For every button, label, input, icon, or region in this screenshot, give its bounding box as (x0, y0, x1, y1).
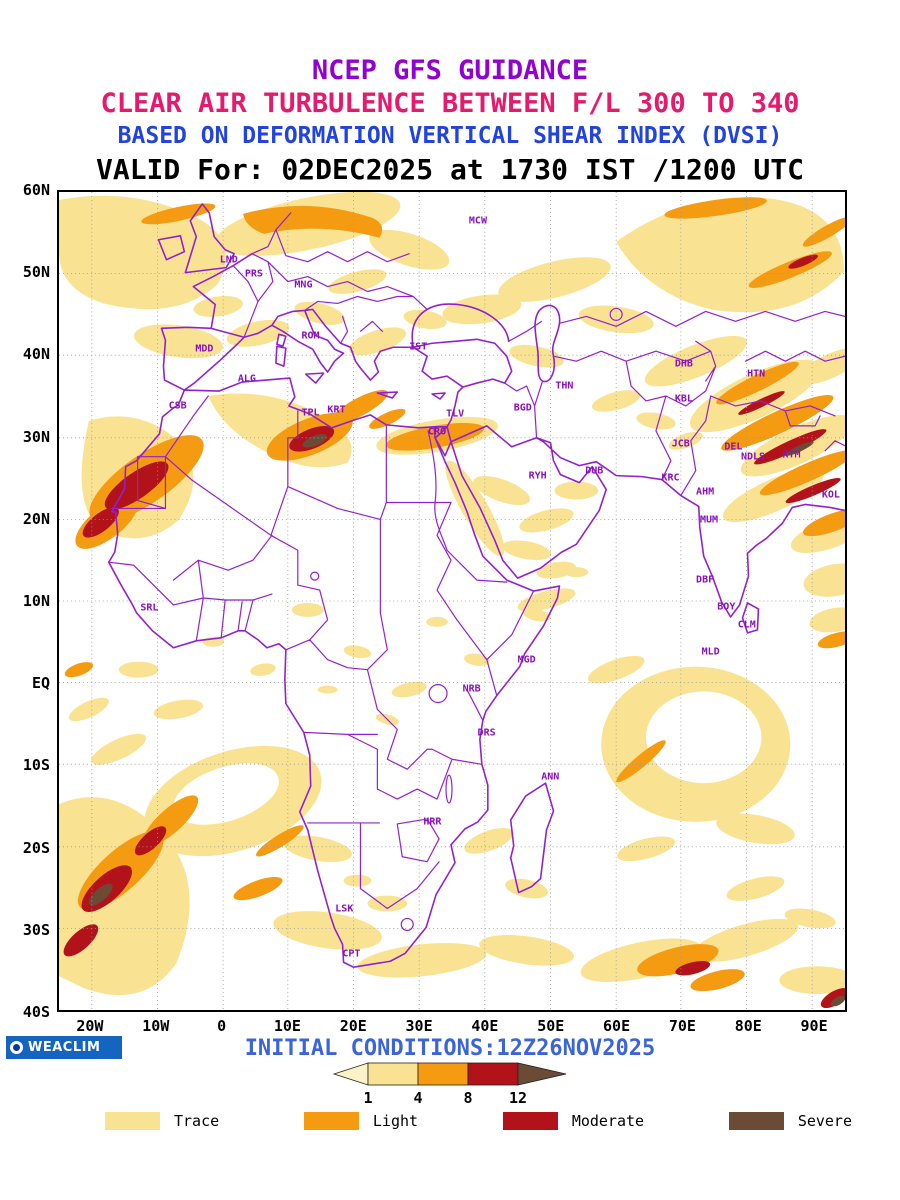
station-label-del: DEL (724, 441, 743, 453)
station-label-mng: MNG (294, 279, 313, 291)
legend: Trace Light Moderate Severe (0, 1112, 900, 1130)
station-label-ann: ANN (541, 771, 560, 783)
station-label-lsk: LSK (335, 903, 354, 915)
station-label-tlv: TLV (446, 408, 465, 420)
station-label-drs: DRS (477, 727, 496, 739)
x-tick-label: 60E (603, 1017, 631, 1035)
station-label-ist: IST (409, 341, 428, 353)
map-clip: MCW LND PRS MNG ROM IST MDD ALG CSB TPL KRT TLV CRO B… (57, 190, 847, 1012)
station-label-kol: KOL (821, 489, 840, 501)
station-label-krt: KRT (327, 404, 346, 416)
station-label-lnd: LND (219, 254, 238, 266)
station-label-mgd: MGD (517, 654, 536, 666)
station-label-ryh: RYH (528, 470, 547, 482)
station-label-dhb: DHB (674, 358, 693, 370)
legend-item-light: Light (303, 1112, 419, 1130)
y-tick-label: 10N (22, 592, 50, 610)
station-label-mum: MUM (699, 514, 719, 526)
station-label-cpt: CPT (342, 948, 361, 960)
colorbar-tick-label: 8 (463, 1089, 473, 1107)
station-label-alg: ALG (237, 373, 256, 385)
y-tick-label: EQ (31, 674, 50, 693)
title-method: BASED ON DEFORMATION VERTICAL SHEAR INDE… (117, 123, 783, 149)
x-tick-label: 40E (471, 1017, 499, 1035)
station-label-rom: ROM (301, 330, 320, 342)
station-label-ktm: KTM (782, 449, 801, 461)
title-valid-time: VALID For: 02DEC2025 at 1730 IST /1200 U… (95, 153, 804, 186)
station-label-prs: PRS (244, 268, 263, 280)
station-label-dub: DUB (585, 465, 604, 477)
station-label-ahm: AHM (696, 486, 715, 498)
legend-label: Trace (174, 1112, 220, 1130)
station-label-mdd: MDD (195, 343, 214, 355)
legend-label: Moderate (571, 1112, 645, 1130)
title-model: NCEP GFS GUIDANCE (311, 55, 589, 86)
station-label-krc: KRC (661, 472, 680, 484)
x-tick-label: 10W (142, 1017, 170, 1035)
x-tick-label: 20W (76, 1017, 104, 1035)
weaclim-logo: WEACLIM (6, 1036, 122, 1059)
station-label-tpl: TPL (301, 407, 320, 419)
station-label-csb: CSB (168, 400, 187, 412)
legend-item-trace: Trace (105, 1112, 219, 1130)
station-label-cro: CRO (428, 426, 447, 438)
legend-swatch (502, 1112, 558, 1130)
station-label-dbf: DBF (696, 574, 715, 586)
x-tick-label: 0 (217, 1017, 227, 1035)
y-tick-label: 20N (22, 509, 50, 528)
colorbar-ticks: 1 4 8 12 (330, 1089, 570, 1107)
station-label-mcw: MCW (468, 215, 487, 227)
station-label-jcb: JCB (671, 438, 690, 450)
x-tick-label: 90E (800, 1017, 828, 1035)
initial-conditions-text: INITIAL CONDITIONS:12Z26NOV2025 (244, 1036, 656, 1061)
colorbar: 1 4 8 12 (330, 1062, 570, 1107)
station-label-thn: THN (555, 380, 574, 392)
title-product: CLEAR AIR TURBULENCE BETWEEN F/L 300 TO … (100, 88, 800, 119)
legend-label: Severe (797, 1112, 852, 1130)
weaclim-logo-icon (10, 1041, 23, 1054)
colorbar-arrow (332, 1062, 567, 1086)
legend-item-severe: Severe (728, 1112, 852, 1130)
y-tick-label: 50N (22, 263, 50, 282)
y-tick-label: 10S (22, 756, 50, 775)
y-tick-label: 20S (22, 838, 50, 857)
x-tick-label: 70E (668, 1017, 696, 1035)
y-tick-label: 40N (22, 345, 50, 364)
y-tick-label: 60N (22, 181, 50, 199)
legend-label: Light (372, 1112, 419, 1130)
station-label-boy: BOY (717, 601, 736, 613)
station-label-nrb: NRB (462, 683, 481, 695)
x-tick-label: 10E (273, 1017, 301, 1035)
x-tick-label: 80E (734, 1017, 762, 1035)
x-tick-label: 20E (339, 1017, 367, 1035)
station-label-hrr: HRR (423, 816, 442, 828)
station-label-srl: SRL (140, 602, 159, 614)
y-tick-label: 40S (22, 1003, 50, 1021)
station-label-ndls: NDLS (740, 451, 766, 463)
station-label-bgd: BGD (513, 402, 532, 414)
x-tick-label: 50E (537, 1017, 565, 1035)
legend-item-moderate: Moderate (502, 1112, 645, 1130)
station-label-kbl: KBL (674, 393, 693, 405)
legend-swatch (105, 1112, 160, 1130)
station-label-clm: CLM (737, 619, 756, 631)
colorbar-tick-label: 12 (508, 1089, 528, 1107)
colorbar-tick-label: 4 (413, 1089, 423, 1107)
chart-header: NCEP GFS GUIDANCE CLEAR AIR TURBULENCE B… (0, 54, 900, 188)
legend-swatch (728, 1112, 784, 1130)
weaclim-logo-text: WEACLIM (28, 1040, 101, 1055)
station-label-mld: MLD (701, 646, 720, 658)
legend-swatch (303, 1112, 359, 1130)
station-label-htn: HTN (747, 368, 766, 380)
map-graphics (59, 192, 845, 1010)
y-tick-label: 30S (22, 920, 50, 939)
map-area: MCW LND PRS MNG ROM IST MDD ALG CSB TPL KRT TLV CRO B… (23, 181, 847, 1035)
x-tick-label: 30E (405, 1017, 433, 1035)
y-tick-label: 30N (22, 427, 50, 446)
colorbar-tick-label: 1 (363, 1089, 373, 1107)
